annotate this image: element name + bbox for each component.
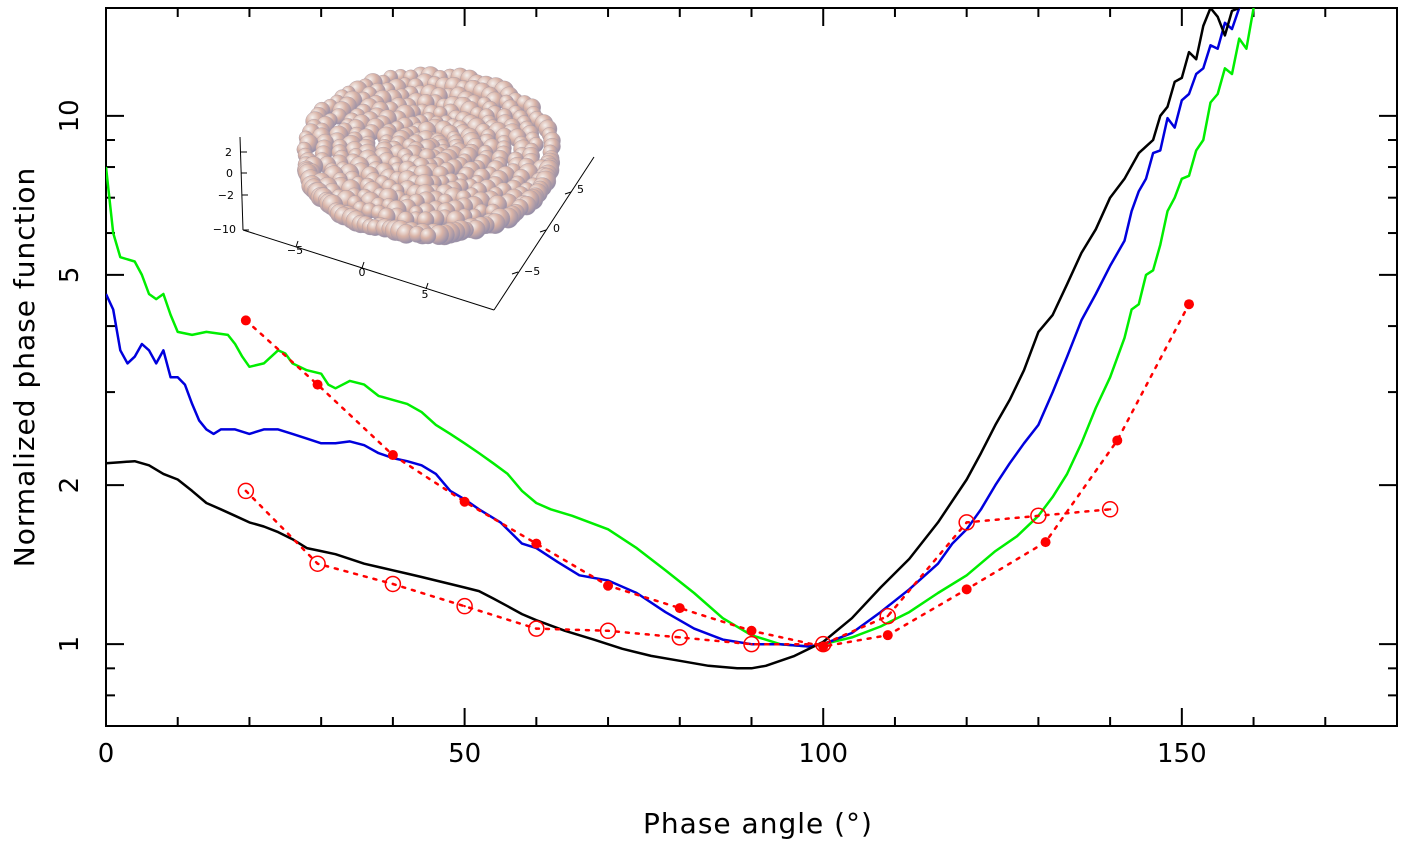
data-point [879,607,897,625]
data-point [456,597,473,615]
y-tick-labels: 1 2 5 10 [55,99,85,652]
series-layer [106,8,1255,670]
series-line-1 [106,8,1241,648]
x-axis-title: Phase angle (°) [643,807,873,840]
data-point [961,584,972,595]
data-point [309,555,326,572]
data-point-center [886,614,889,618]
data-point-center [750,642,753,646]
data-point [671,629,689,646]
data-point-center [463,604,466,608]
data-point [312,379,323,390]
x-tick-labels: 0 50 100 150 [98,739,1207,769]
inset-axes [239,136,595,311]
data-point [240,315,251,326]
inset-sphere-cloud [296,66,561,246]
series-line-2 [106,8,1240,670]
data-point [1101,501,1119,518]
data-point [599,622,617,640]
y-axis-title: Normalized phase function [8,167,41,567]
inset-x-label: −5 [287,244,303,257]
y-tick-label: 1 [55,636,85,653]
inset-y-tick-labels: 5 0 −5 [524,183,584,278]
inset-sphere [419,227,437,245]
inset-tick-marks [241,151,572,290]
inset-z-label: 0 [226,167,233,180]
inset-x-label: 0 [359,266,366,279]
y-tick-label: 10 [55,99,85,132]
plot-frame [105,7,1398,727]
data-point [459,496,470,507]
inset-x-tick-labels: −5 0 5 [287,244,429,301]
data-point [528,620,545,637]
inset-tick [361,261,365,269]
data-point [1040,537,1051,548]
data-point-center [535,627,538,630]
data-point [674,603,685,614]
data-point-center [316,562,319,565]
inset-tick [425,282,429,290]
data-point [1184,299,1195,310]
inset-tick [539,229,547,233]
data-point [814,635,832,653]
inset-z-label: −10 [213,223,236,236]
data-point-center [391,582,395,586]
data-point-center [678,636,681,639]
data-point-center [1037,514,1040,517]
data-point [603,580,614,591]
inset-3d-particle-disk: 2 0 −2 −10 −5 0 5 5 0 −5 [213,66,595,311]
y-tick-label: 2 [55,477,85,494]
data-point [1112,435,1123,446]
x-tick-label: 0 [98,739,115,769]
inset-z-label: −2 [218,189,234,202]
data-point [746,625,757,636]
y-tick-label: 5 [55,267,85,284]
data-point [237,482,255,500]
data-point-center [965,521,968,524]
series-line-3 [244,302,1191,648]
data-point [531,538,542,549]
data-point-center [822,642,825,646]
data-point [743,635,760,653]
data-point [958,514,975,531]
inset-z-tick-labels: 2 0 −2 −10 [213,146,236,236]
x-tick-label: 100 [798,739,848,769]
data-point-center [606,629,610,632]
inset-y-label: 0 [553,222,560,235]
inset-tick [511,271,519,275]
inset-z-label: 2 [225,146,232,159]
series-line-0 [106,8,1255,648]
inset-tick [564,191,572,195]
data-point-center [1108,508,1112,511]
data-point-center [244,489,248,493]
x-tick-label: 50 [448,739,481,769]
inset-y-label: 5 [577,183,584,196]
data-point [387,450,398,461]
inset-tick [295,240,299,248]
data-point [1030,507,1047,525]
data-point [882,630,893,641]
data-point [384,575,402,593]
inset-y-label: −5 [524,265,540,278]
x-tick-label: 150 [1157,739,1207,769]
inset-x-label: 5 [422,288,429,301]
